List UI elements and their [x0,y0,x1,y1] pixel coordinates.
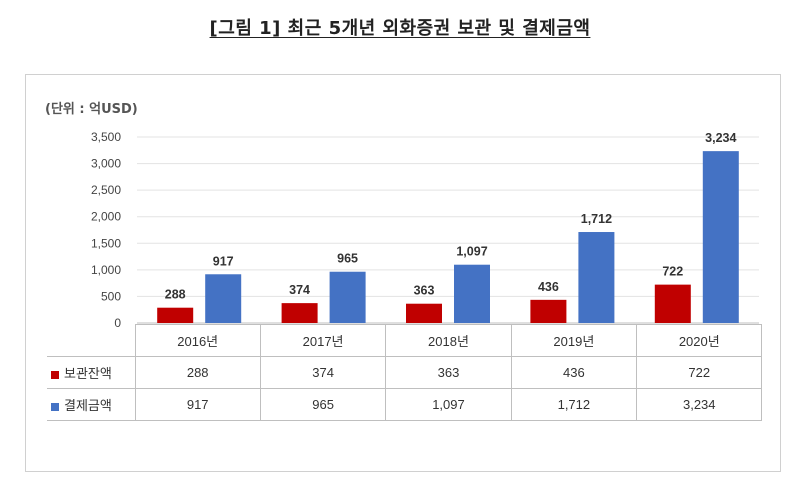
table-row: 결제금액 917 965 1,097 1,712 3,234 [47,388,763,421]
bar [702,151,739,323]
table-cell: 363 [385,356,512,389]
data-label: 288 [165,288,186,302]
table-col-header: 2016년 [134,324,261,357]
bar [406,303,442,323]
table-cell: 288 [134,356,261,389]
data-label: 3,234 [705,131,736,145]
data-label: 965 [337,252,358,266]
y-tick-label: 0 [114,316,121,330]
y-tick-label: 1,000 [91,263,121,277]
table-col-header: 2018년 [385,324,512,357]
table-col-header: 2019년 [510,324,638,357]
table-col-header: 2017년 [259,324,387,357]
table-cell: 1,712 [510,388,638,421]
legend-entry-storage: 보관잔액 [47,356,136,389]
data-table: 2016년 2017년 2018년 2019년 2020년 보관잔액 288 3… [47,324,763,421]
table-col-header: 2020년 [636,324,763,357]
legend-label: 보관잔액 [64,366,112,381]
bar [205,274,242,323]
y-tick-label: 3,500 [91,130,121,144]
legend-entry-settlement: 결제금액 [47,388,136,421]
data-label: 363 [414,284,435,298]
y-axis: 0 500 1,000 1,500 2,000 2,500 3,000 3,500 [91,130,121,330]
data-label: 436 [538,280,559,294]
bar [329,271,366,323]
table-cell: 374 [259,356,387,389]
table-cell: 917 [134,388,261,421]
table-cell: 436 [510,356,638,389]
legend-swatch-blue [51,402,59,411]
bar [454,264,490,323]
bar [578,232,615,323]
table-cell: 3,234 [636,388,763,421]
bar [654,284,691,323]
table-cell: 965 [259,388,387,421]
data-label: 374 [289,283,310,297]
data-label: 1,097 [456,245,487,259]
table-header-row: 2016년 2017년 2018년 2019년 2020년 [47,324,763,357]
legend-label: 결제금액 [64,398,112,413]
data-label: 917 [213,254,234,268]
table-cell: 1,097 [385,388,512,421]
bar [157,307,194,323]
data-label: 1,712 [581,212,612,226]
data-labels: 288 917 374 965 363 1,097 436 1,712 722 3,234 [165,131,737,302]
table-row: 보관잔액 288 374 363 436 722 [47,356,763,389]
legend-swatch-red [51,370,59,379]
chart-title: [그림 1] 최근 5개년 외화증권 보관 및 결제금액 [209,18,591,39]
bar [281,303,318,323]
table-cell: 722 [636,356,763,389]
bars [157,151,739,323]
bar [530,299,567,323]
y-tick-label: 2,500 [91,183,121,197]
y-tick-label: 2,000 [91,210,121,224]
unit-label: (단위 : 억USD) [45,102,138,117]
data-label: 722 [662,265,683,279]
y-tick-label: 3,000 [91,157,121,171]
y-tick-label: 500 [101,289,121,303]
y-tick-label: 1,500 [91,236,121,250]
table-corner [47,324,136,357]
